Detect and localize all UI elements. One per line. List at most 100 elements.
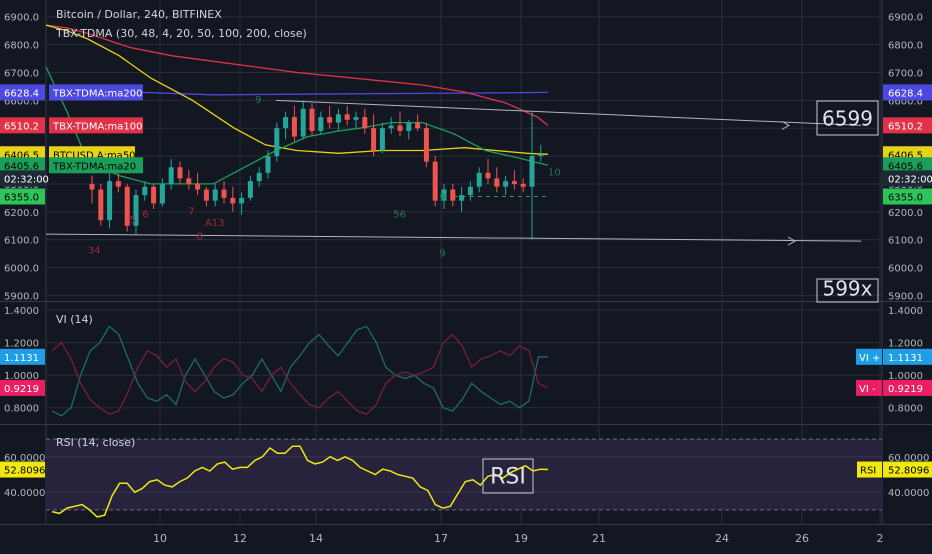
price-tag-3-left-bg (0, 157, 45, 174)
td-count-label: 9 (439, 193, 445, 204)
candle-body (177, 167, 183, 179)
price-tag-2-left-value: 6406.5 (4, 150, 39, 161)
candle-body (353, 117, 359, 120)
vi-tick-label-right: 0.8000 (888, 404, 923, 415)
annotation-box-rsi-frame (482, 458, 534, 494)
annotation-box-rsi: RSI (490, 464, 526, 489)
price-tag-1-right-value: 6510.2 (888, 121, 923, 132)
candle-body (151, 186, 157, 204)
td-count-label: A13 (205, 218, 225, 229)
candle-body (379, 128, 385, 151)
rsi-tick-label-right: 40.0000 (888, 488, 929, 499)
price-tag-3-label: TBX-TDMA:ma20 (52, 161, 136, 172)
candle-body (362, 117, 368, 129)
rsi-tag-name: RSI (860, 466, 876, 477)
price-tag-1-left-value: 6510.2 (4, 121, 39, 132)
price-tag-5-right-value: 6355.0 (888, 192, 923, 203)
candle-body (344, 114, 350, 120)
candle-body (274, 128, 280, 157)
td-count-label: 6 (142, 209, 148, 220)
rsi-tag-name-bg (857, 461, 882, 478)
price-tag-0-right-bg (883, 84, 932, 101)
price-tag-0-left-value: 6628.4 (4, 88, 39, 99)
candle-body (485, 172, 491, 179)
candle-body (406, 122, 412, 131)
candle-body (476, 172, 482, 187)
price-tag-0-right-value: 6628.4 (888, 88, 923, 99)
candle-body (503, 181, 509, 187)
vi-tag-left-bg (0, 348, 45, 365)
price-tag-4-left-value: 02:32:00 (4, 174, 49, 185)
candle-body (309, 108, 315, 131)
candle-body (335, 114, 341, 123)
price-tag-0-label: TBX-TDMA:ma200 (52, 88, 142, 99)
price-tick-label-right: 6900.0 (888, 13, 923, 24)
indicator-title: TBX-TDMA (30, 48, 4, 20, 50, 100, 200, c… (55, 27, 307, 40)
vi-tag-right-value: 0.9219 (888, 384, 923, 395)
price-tag-5-left-value: 6355.0 (4, 192, 39, 203)
price-tag-4-right-bg (883, 170, 932, 187)
td-count-label: 8 (197, 232, 203, 243)
vi-tick-label-left: 1.0000 (4, 371, 39, 382)
candle-body (221, 189, 227, 198)
candle-body (520, 183, 526, 187)
price-tick-label-right: 6700.0 (888, 68, 923, 79)
x-tick-label: 19 (514, 532, 528, 545)
vi-minus-line (51, 333, 549, 415)
price-tag-2-right-value: 6406.5 (888, 150, 923, 161)
price-tick-label-left: 5900.0 (4, 291, 39, 302)
price-tag-0-label-bg (49, 84, 143, 101)
price-tag-4-right-value: 02:32:00 (888, 174, 932, 185)
candle-body (388, 125, 394, 129)
price-tick-label-right: 6600.0 (888, 96, 923, 107)
candle-body (283, 117, 289, 129)
rsi-tag-right-bg (883, 461, 932, 478)
candle-body (239, 197, 245, 204)
td-count-label: 9 (255, 95, 261, 106)
x-tick-label: 10 (153, 532, 167, 545)
candle-body (256, 172, 262, 182)
candle-body (291, 117, 297, 137)
x-tick-label: 26 (795, 532, 809, 545)
candle-body (142, 186, 148, 196)
price-tick-label-left: 6100.0 (4, 236, 39, 247)
candle-body (318, 117, 324, 131)
candle-body (450, 189, 456, 201)
rsi-tick-label-right: 60.0000 (888, 453, 929, 464)
x-tick-label: 2 (877, 532, 884, 545)
price-tag-5-left-bg (0, 188, 45, 205)
vi-tag-name-bg (856, 348, 882, 365)
price-tag-4-left-bg (0, 170, 45, 187)
price-tick-label-left: 6200.0 (4, 208, 39, 219)
price-tick-label-left: 6000.0 (4, 264, 39, 275)
vi-tag-name: VI - (859, 384, 876, 395)
rsi-tag-left-bg (0, 461, 45, 478)
price-tag-5-right-bg (883, 188, 932, 205)
rsi-line (51, 445, 549, 518)
candle-body (98, 189, 104, 221)
vi-tick-label-left: 0.8000 (4, 404, 39, 415)
candle-body (203, 189, 209, 201)
price-tag-3-left-value: 6405.6 (4, 161, 39, 172)
x-tick-label: 21 (592, 532, 606, 545)
candle-body (212, 189, 218, 201)
td-count-label: 34 (88, 246, 101, 257)
trendline-arrow (787, 236, 797, 246)
candle-body (459, 195, 465, 201)
candle-body (371, 128, 377, 151)
price-tag-0-left-bg (0, 84, 45, 101)
price-tag-3-label-bg (49, 157, 143, 174)
vi-tick-label-right: 1.4000 (888, 306, 923, 317)
candle-body (107, 181, 113, 221)
symbol-title: Bitcoin / Dollar, 240, BITFINEX (56, 8, 222, 21)
price-tag-1-left-bg (0, 117, 45, 134)
candle-body (397, 125, 403, 131)
price-tag-1-label: TBX-TDMA:ma100 (52, 121, 142, 132)
rsi-tag-left-value: 52.8096 (4, 466, 45, 477)
price-tick-label-left: 6600.0 (4, 96, 39, 107)
candle-body (159, 183, 165, 204)
rsi-band (46, 439, 882, 510)
candle-body (133, 195, 139, 226)
